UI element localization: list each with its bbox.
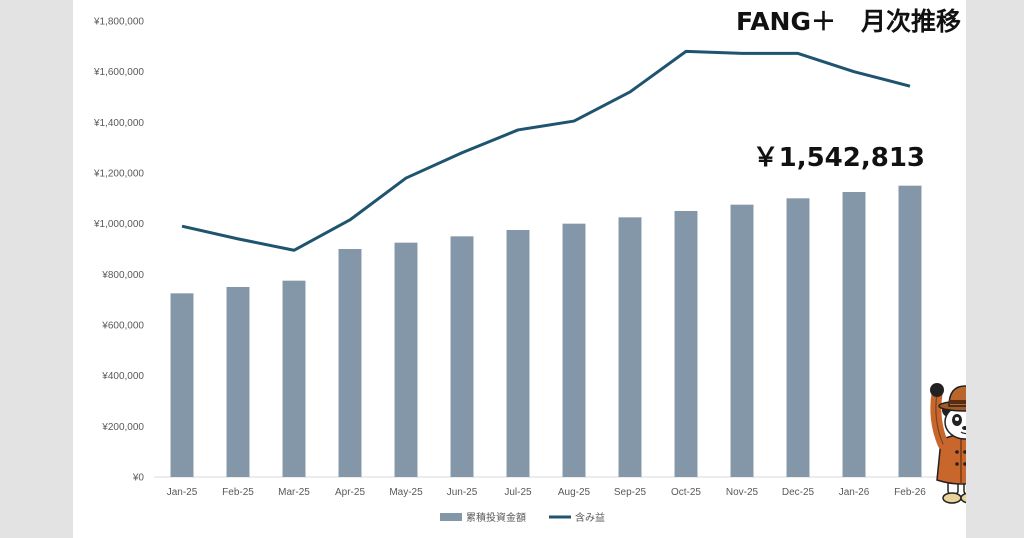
bar bbox=[226, 287, 250, 477]
y-tick-label: ¥1,400,000 bbox=[93, 118, 144, 129]
bar bbox=[730, 204, 754, 477]
y-axis: ¥0 ¥200,000 ¥400,000 ¥600,000 ¥800,000 ¥1,000… bbox=[93, 17, 144, 484]
x-tick-label: Feb-25 bbox=[222, 487, 254, 498]
y-tick-label: ¥1,600,000 bbox=[93, 67, 144, 78]
bar bbox=[506, 230, 530, 477]
x-tick-label: Dec-25 bbox=[782, 487, 815, 498]
legend-swatch-bar bbox=[440, 513, 462, 521]
value-annotation: ￥1,542,813 bbox=[753, 143, 925, 173]
x-tick-label: Jun-25 bbox=[447, 487, 478, 498]
x-tick-label: Apr-25 bbox=[335, 487, 365, 498]
y-tick-label: ¥200,000 bbox=[101, 422, 144, 433]
combo-chart: ¥0 ¥200,000 ¥400,000 ¥600,000 ¥800,000 ¥1,000… bbox=[93, 7, 966, 524]
y-tick-label: ¥1,200,000 bbox=[93, 169, 144, 180]
bar bbox=[562, 223, 586, 477]
y-tick-label: ¥0 bbox=[132, 473, 145, 484]
x-tick-label: Oct-25 bbox=[671, 487, 701, 498]
y-tick-label: ¥800,000 bbox=[101, 270, 144, 281]
x-tick-label: Mar-25 bbox=[278, 487, 310, 498]
y-tick-label: ¥400,000 bbox=[101, 371, 144, 382]
bar bbox=[842, 192, 866, 477]
y-tick-label: ¥1,000,000 bbox=[93, 219, 144, 230]
legend-label-line: 含み益 bbox=[575, 511, 605, 524]
bar bbox=[170, 293, 194, 477]
x-tick-label: Nov-25 bbox=[726, 487, 759, 498]
bar bbox=[338, 249, 362, 477]
bar bbox=[674, 211, 698, 477]
panda-detective-mascot bbox=[930, 383, 966, 504]
y-tick-label: ¥600,000 bbox=[101, 321, 144, 332]
y-tick-label: ¥1,800,000 bbox=[93, 17, 144, 28]
x-tick-label: Feb-26 bbox=[894, 487, 926, 498]
bar bbox=[450, 236, 474, 477]
x-axis: Jan-25 Feb-25 Mar-25 Apr-25 May-25 Jun-25 Jul-… bbox=[167, 487, 927, 498]
bar bbox=[394, 242, 418, 477]
x-tick-label: Jan-25 bbox=[167, 487, 198, 498]
legend: 累積投資金額 含み益 bbox=[440, 511, 605, 524]
legend-label-bar: 累積投資金額 bbox=[466, 511, 526, 524]
bar bbox=[618, 217, 642, 478]
x-tick-label: Jul-25 bbox=[504, 487, 532, 498]
x-tick-label: Jan-26 bbox=[839, 487, 870, 498]
x-tick-label: Aug-25 bbox=[558, 487, 591, 498]
chart-card: ¥0 ¥200,000 ¥400,000 ¥600,000 ¥800,000 ¥1,000… bbox=[73, 0, 966, 538]
bar bbox=[282, 280, 306, 477]
bar bbox=[898, 185, 922, 477]
x-tick-label: Sep-25 bbox=[614, 487, 647, 498]
chart-title: FANG＋ 月次推移 bbox=[736, 7, 961, 36]
bar bbox=[786, 198, 810, 478]
line-series bbox=[181, 49, 911, 252]
x-tick-label: May-25 bbox=[389, 487, 423, 498]
bar-series bbox=[170, 185, 922, 478]
